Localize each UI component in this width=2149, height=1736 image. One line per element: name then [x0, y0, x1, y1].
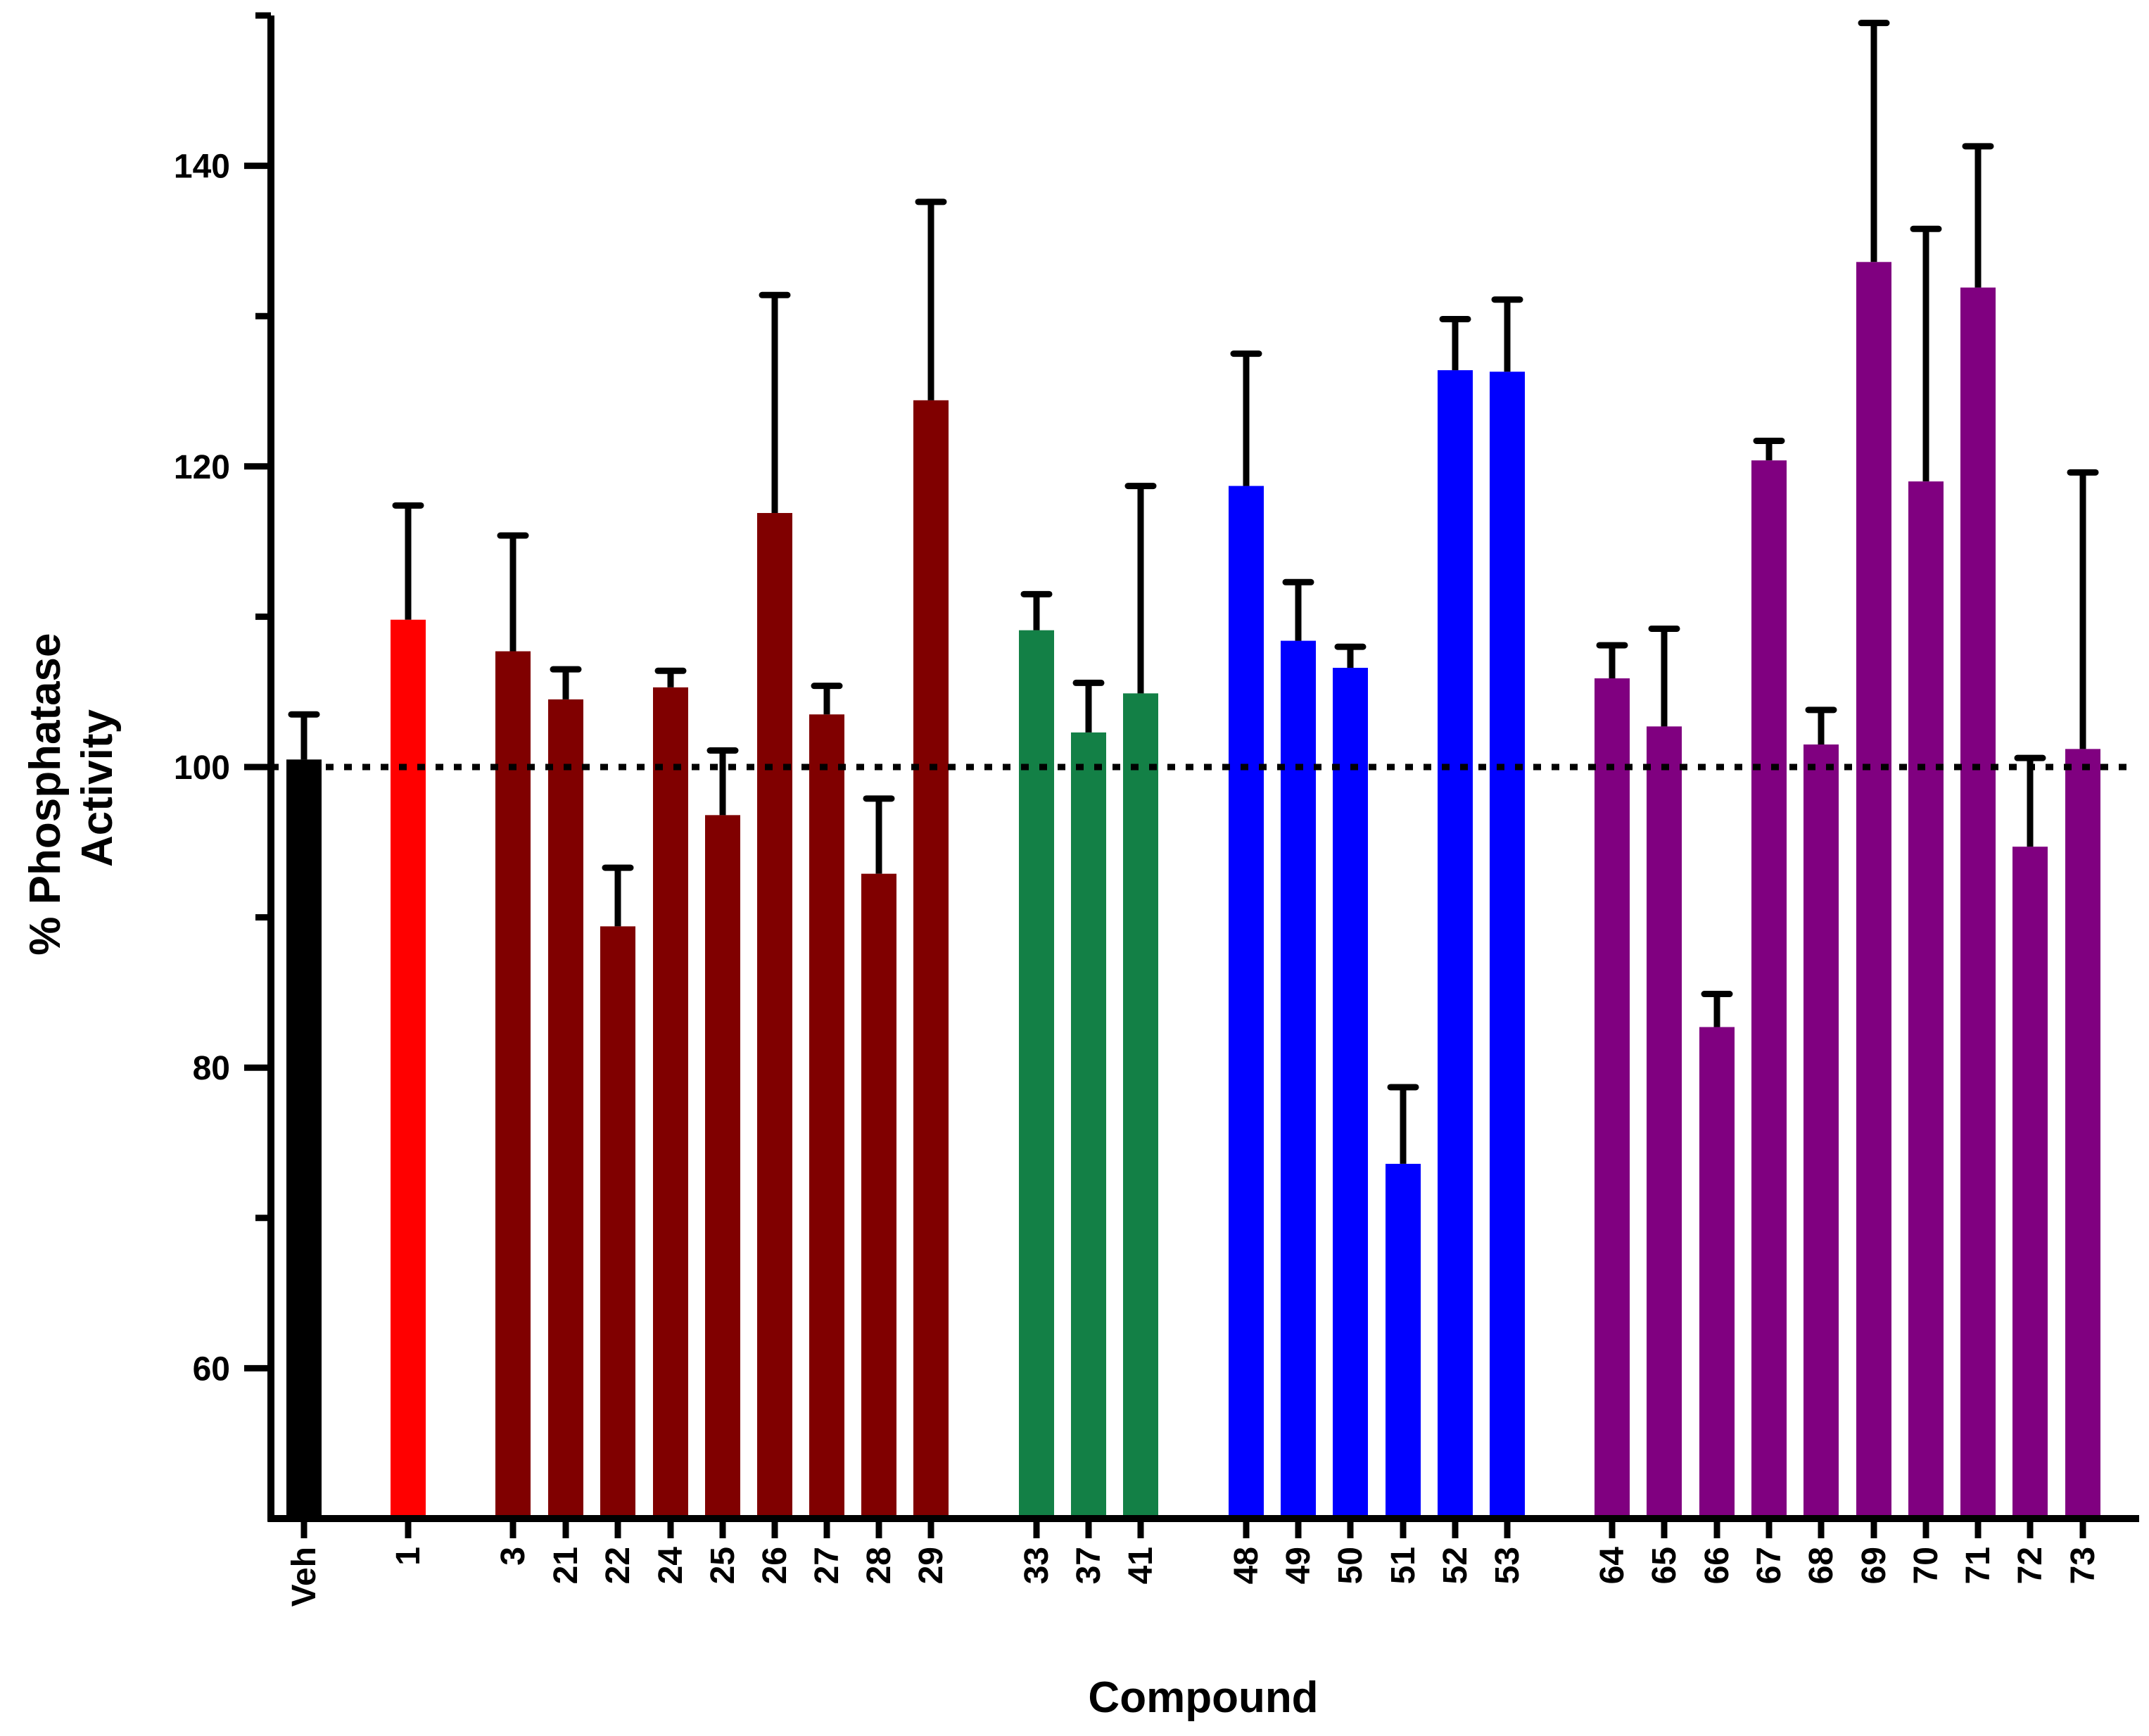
x-tick-label-49: 49 — [1280, 1547, 1317, 1584]
labels-layer: Veh 1 3 21 22 24 25 26 27 28 29 33 37 41 48 49 50 51 52 53 6… — [174, 148, 2102, 1607]
x-tick-label-22: 22 — [600, 1547, 637, 1584]
bar-21 — [548, 699, 583, 1519]
bar-49 — [1281, 640, 1316, 1519]
bar-41 — [1123, 693, 1158, 1519]
x-tick-label-69: 69 — [1856, 1547, 1893, 1584]
x-axis-title: Compound — [1088, 1673, 1318, 1722]
y-tick-label-120: 120 — [174, 449, 230, 486]
x-tick-label-66: 66 — [1699, 1547, 1736, 1584]
bar-22 — [600, 926, 635, 1519]
bar-51 — [1386, 1163, 1421, 1519]
y-axis-title-line-1: % Phosphatase — [21, 633, 70, 955]
x-tick-label-50: 50 — [1332, 1547, 1369, 1584]
x-tick-label-28: 28 — [861, 1547, 898, 1584]
bar-70 — [1908, 481, 1944, 1519]
x-tick-label-24: 24 — [652, 1547, 690, 1585]
x-tick-label-73: 73 — [2065, 1547, 2102, 1584]
bar-66 — [1699, 1027, 1735, 1519]
bar-24 — [653, 687, 688, 1519]
bar-52 — [1438, 370, 1473, 1519]
bar-28 — [861, 873, 896, 1519]
bar-68 — [1803, 744, 1839, 1519]
axes-layer — [244, 12, 2139, 1538]
bar-50 — [1333, 668, 1368, 1519]
x-tick-label-25: 25 — [704, 1547, 742, 1584]
bar-72 — [2012, 847, 2048, 1519]
x-tick-label-52: 52 — [1437, 1547, 1474, 1584]
x-tick-label-29: 29 — [913, 1547, 950, 1584]
bar-67 — [1751, 460, 1787, 1519]
x-tick-label-Veh: Veh — [286, 1547, 323, 1607]
y-axis-title-line-2: Activity — [73, 709, 122, 867]
x-tick-label-71: 71 — [1960, 1547, 1997, 1584]
x-tick-label-65: 65 — [1646, 1547, 1683, 1584]
bar-53 — [1490, 372, 1525, 1519]
x-tick-label-72: 72 — [2012, 1547, 2049, 1584]
x-tick-label-41: 41 — [1122, 1547, 1160, 1584]
y-tick-label-100: 100 — [174, 749, 230, 787]
bar-3 — [495, 651, 531, 1519]
x-tick-label-70: 70 — [1908, 1547, 1945, 1584]
bar-25 — [705, 815, 740, 1519]
y-tick-label-60: 60 — [193, 1350, 230, 1388]
x-tick-label-21: 21 — [547, 1547, 585, 1584]
x-tick-label-51: 51 — [1385, 1547, 1422, 1584]
x-tick-label-53: 53 — [1489, 1547, 1526, 1584]
bar-26 — [757, 513, 792, 1519]
bar-64 — [1595, 678, 1630, 1519]
bar-65 — [1647, 726, 1682, 1519]
bar-71 — [1960, 287, 1996, 1519]
bars-layer — [271, 20, 2131, 1519]
bar-73 — [2065, 749, 2100, 1519]
bar-1 — [391, 619, 426, 1519]
bar-Veh — [286, 759, 322, 1519]
x-tick-label-27: 27 — [809, 1547, 846, 1584]
x-tick-label-3: 3 — [495, 1547, 532, 1566]
bar-69 — [1856, 262, 1891, 1519]
bar-48 — [1229, 486, 1264, 1519]
y-tick-label-140: 140 — [174, 148, 230, 186]
x-tick-label-33: 33 — [1018, 1547, 1056, 1584]
x-tick-label-1: 1 — [390, 1547, 427, 1566]
x-tick-label-26: 26 — [756, 1547, 794, 1584]
bar-37 — [1071, 732, 1106, 1519]
bar-27 — [809, 714, 844, 1519]
bar-29 — [913, 400, 949, 1519]
y-tick-label-80: 80 — [193, 1050, 230, 1087]
x-tick-label-48: 48 — [1228, 1547, 1265, 1584]
x-tick-label-68: 68 — [1803, 1547, 1840, 1584]
x-tick-label-64: 64 — [1594, 1547, 1631, 1585]
x-tick-label-67: 67 — [1751, 1547, 1788, 1584]
bar-33 — [1019, 630, 1054, 1519]
x-tick-label-37: 37 — [1070, 1547, 1108, 1584]
y-axis-title: % Phosphatase Activity — [21, 621, 122, 955]
